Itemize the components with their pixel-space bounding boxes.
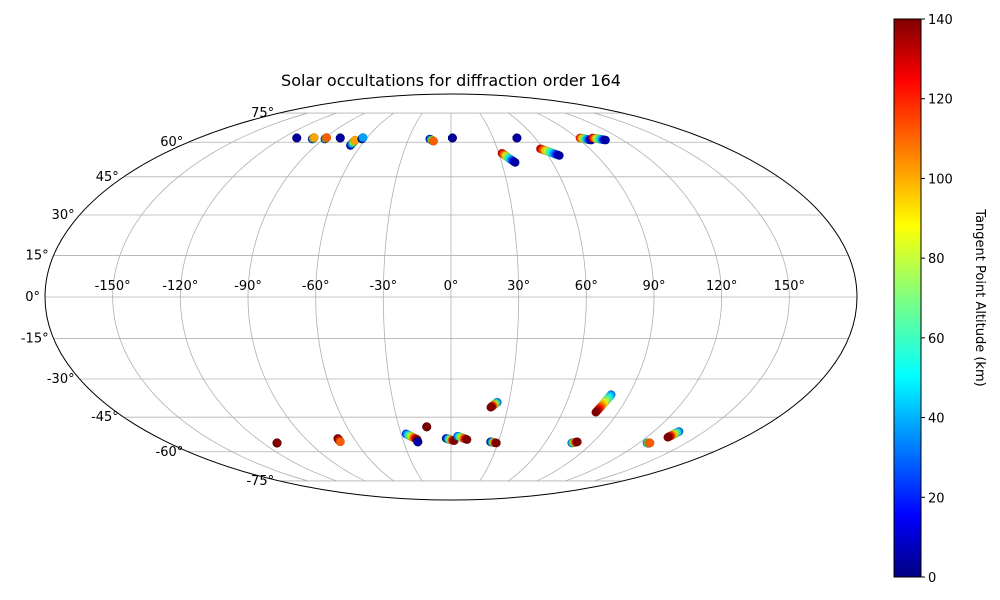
occultation-point bbox=[422, 422, 432, 432]
lon-tick-label: 30° bbox=[507, 279, 530, 294]
lon-tick-label: 60° bbox=[575, 279, 598, 294]
grid-meridian bbox=[565, 112, 723, 482]
grid-meridian bbox=[315, 112, 394, 482]
colorbar-tick-label: 80 bbox=[928, 252, 945, 267]
occultation-point bbox=[413, 437, 423, 447]
colorbar: 0 20 40 60 80 100 120 140 Tangent Point Altitud… bbox=[893, 13, 987, 586]
occultation-point bbox=[272, 438, 282, 448]
lon-tick-label: 90° bbox=[642, 279, 665, 294]
occultation-point bbox=[486, 402, 496, 412]
lon-tick-label: -150° bbox=[95, 279, 131, 294]
occultation-point bbox=[335, 133, 345, 143]
latitude-tick-labels: -75° -60° -45° -30° -15° 0° 15° 30° 45° 60° 75° bbox=[21, 106, 274, 489]
occultation-point bbox=[510, 158, 520, 167]
lat-tick-label: 15° bbox=[26, 248, 49, 263]
lat-tick-label: 45° bbox=[96, 170, 119, 185]
chart-title: Solar occultations for diffraction order… bbox=[281, 71, 621, 90]
colorbar-label: Tangent Point Altitude (km) bbox=[972, 208, 987, 386]
lon-tick-label: 0° bbox=[444, 279, 459, 294]
graticule-grid bbox=[45, 112, 857, 482]
occultation-point bbox=[462, 435, 472, 444]
longitude-tick-labels: -150° -120° -90° -60° -30° 0° 30° 60° 90° 120° 150… bbox=[95, 279, 805, 294]
grid-meridian bbox=[382, 112, 423, 482]
occultation-point bbox=[591, 407, 601, 417]
colorbar-tick-label: 140 bbox=[928, 13, 953, 28]
occultation-point bbox=[573, 437, 582, 447]
grid-meridian bbox=[536, 112, 655, 482]
colorbar-tick-label: 60 bbox=[928, 332, 945, 347]
lon-tick-label: 120° bbox=[706, 279, 737, 294]
lat-tick-label: -60° bbox=[156, 445, 184, 460]
lat-tick-label: 0° bbox=[25, 290, 40, 305]
occultation-point bbox=[335, 437, 345, 447]
occultation-point bbox=[322, 133, 332, 142]
lat-tick-label: 75° bbox=[251, 106, 274, 121]
lat-tick-label: -15° bbox=[21, 332, 49, 347]
occultation-point bbox=[292, 133, 302, 143]
grid-meridian bbox=[112, 112, 308, 482]
colorbar-tick-label: 120 bbox=[928, 93, 953, 108]
lon-tick-label: 150° bbox=[774, 279, 805, 294]
occultation-point bbox=[447, 133, 457, 143]
grid-meridian bbox=[247, 112, 366, 482]
lon-tick-label: -120° bbox=[162, 279, 198, 294]
lat-tick-label: 60° bbox=[160, 135, 183, 150]
colorbar-tick-label: 0 bbox=[928, 571, 936, 586]
occultation-point bbox=[512, 133, 522, 143]
grid-meridian bbox=[179, 112, 337, 482]
map-outline bbox=[44, 93, 858, 501]
lat-tick-label: -45° bbox=[91, 410, 119, 425]
lon-tick-label: -30° bbox=[369, 279, 397, 294]
occultation-point bbox=[663, 432, 673, 442]
colorbar-tick-label: 20 bbox=[928, 491, 945, 506]
occultation-point bbox=[601, 135, 610, 145]
colorbar-gradient bbox=[893, 18, 922, 578]
grid-meridian bbox=[508, 112, 587, 482]
lat-tick-label: 30° bbox=[52, 208, 75, 223]
occultation-point bbox=[429, 136, 439, 146]
occultation-point bbox=[309, 133, 319, 142]
occultation-points bbox=[272, 133, 684, 448]
lon-tick-label: -60° bbox=[302, 279, 330, 294]
mollweide-map: -150° -120° -90° -60° -30° 0° 30° 60° 90° 120° 150… bbox=[21, 93, 858, 501]
colorbar-tick-label: 100 bbox=[928, 172, 953, 187]
lon-tick-label: -90° bbox=[234, 279, 262, 294]
lat-tick-label: -75° bbox=[246, 474, 274, 489]
occultation-point bbox=[492, 438, 501, 448]
grid-meridian bbox=[594, 112, 790, 482]
occultation-point bbox=[645, 438, 655, 448]
occultation-point bbox=[554, 151, 564, 160]
occultation-point bbox=[358, 133, 368, 142]
colorbar-tick-label: 40 bbox=[928, 412, 945, 427]
grid-meridian bbox=[479, 112, 520, 482]
lat-tick-label: -30° bbox=[47, 372, 75, 387]
colorbar-tick-labels: 0 20 40 60 80 100 120 140 bbox=[921, 13, 953, 586]
